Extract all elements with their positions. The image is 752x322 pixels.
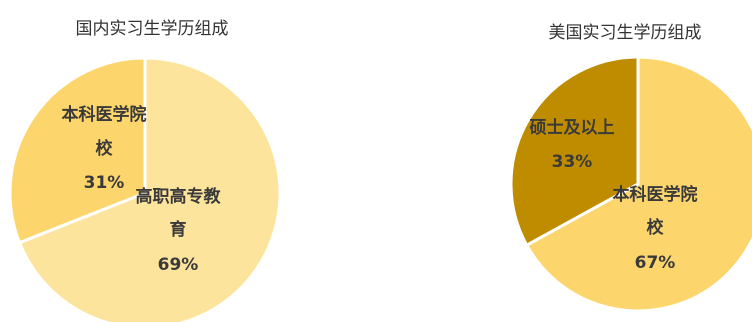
slice-label-line: 本科医学院 bbox=[613, 184, 698, 205]
slice-label-line: 校 bbox=[96, 138, 114, 159]
pie-chart-domestic: 国内实习生学历组成 本科医学院 校 31% 高职高专教 育 69% bbox=[8, 19, 282, 322]
slice-label-line: 校 bbox=[647, 217, 665, 238]
slice-label-line: 本科医学院 bbox=[62, 104, 147, 125]
slice-value-label: 69% bbox=[158, 255, 199, 275]
slice-label-line: 硕士及以上 bbox=[530, 117, 615, 138]
slice-label-domestic-bachelor: 本科医学院 校 31% bbox=[62, 104, 147, 193]
slice-label-line: 育 bbox=[170, 219, 187, 240]
slice-value-label: 31% bbox=[84, 173, 125, 193]
slice-label-domestic-vocational: 高职高专教 育 69% bbox=[136, 186, 222, 275]
chart-title-domestic: 国内实习生学历组成 bbox=[76, 19, 229, 39]
pie-slice-domestic-bachelor bbox=[8, 56, 147, 245]
slice-label-line: 高职高专教 bbox=[136, 186, 222, 207]
slice-value-label: 33% bbox=[552, 152, 593, 172]
slice-label-us-bachelor: 本科医学院 校 67% bbox=[613, 184, 698, 273]
slice-label-us-master: 硕士及以上 33% bbox=[530, 117, 615, 172]
pie-chart-us: 美国实习生学历组成 硕士及以上 33% 本科医学院 校 67% bbox=[509, 23, 752, 313]
chart-title-us: 美国实习生学历组成 bbox=[549, 23, 702, 43]
pie-slice-us-master bbox=[509, 55, 640, 248]
slice-value-label: 67% bbox=[635, 253, 676, 273]
pie-slice-domestic-vocational bbox=[17, 56, 282, 322]
